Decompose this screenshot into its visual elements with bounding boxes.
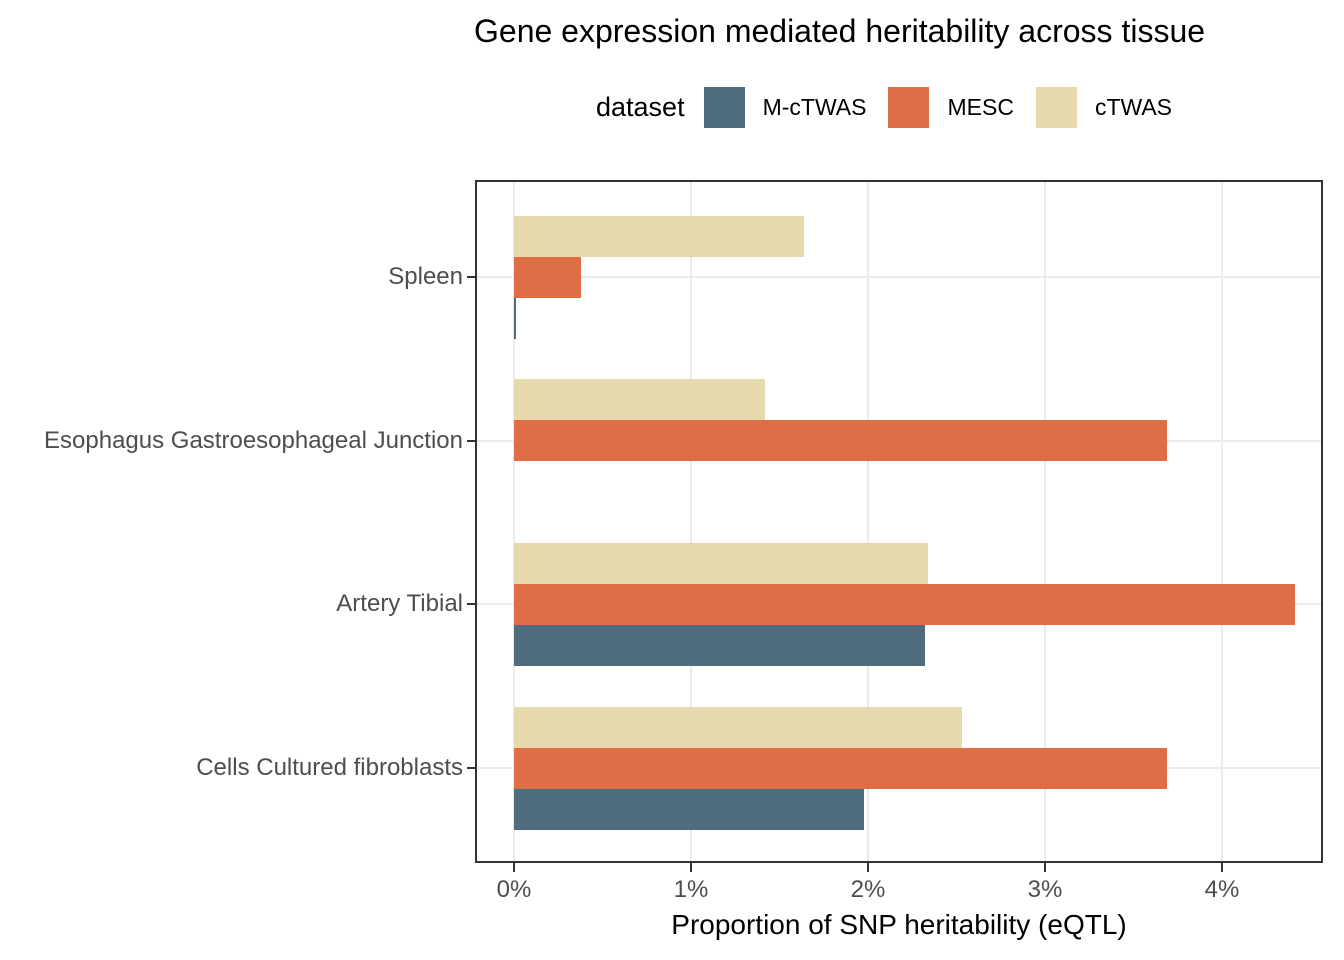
legend-item: MESC (888, 86, 1014, 128)
y-tick-label: Esophagus Gastroesophageal Junction (44, 426, 463, 454)
x-tick-mark (513, 863, 515, 872)
legend-item: M-cTWAS (703, 86, 867, 128)
gridline-vertical (1221, 180, 1223, 863)
x-tick-mark (1221, 863, 1223, 872)
legend-title: dataset (596, 91, 685, 122)
chart-title: Gene expression mediated heritability ac… (474, 13, 1206, 49)
x-tick-mark (690, 863, 692, 872)
gridline-vertical (690, 180, 692, 863)
x-tick-label: 3% (1027, 876, 1063, 903)
bar-mesc-spleen (514, 256, 582, 298)
y-tick-mark (467, 603, 476, 606)
x-tick-mark (1044, 863, 1046, 872)
bar-ctwas-spleen (514, 215, 805, 257)
legend-label-ctwas: cTWAS (1094, 93, 1173, 120)
x-tick-label: 0% (496, 876, 532, 903)
gridline-horizontal (475, 276, 1323, 278)
legend: dataset M-cTWAS MESC cTWAS (596, 86, 1172, 128)
gridline-vertical (513, 180, 515, 863)
bar-m-ctwas-artery-tibial (514, 624, 925, 666)
gridline-vertical (1044, 180, 1046, 863)
bar-mesc-artery-tibial (514, 583, 1295, 625)
bar-ctwas-artery-tibial (514, 542, 929, 584)
x-tick-label: 1% (673, 876, 709, 903)
bar-m-ctwas-spleen (514, 297, 516, 339)
bar-ctwas-esophagus-gastroesophageal-junction (514, 379, 766, 421)
y-tick-mark (467, 767, 476, 769)
x-tick-mark (867, 863, 869, 872)
bar-m-ctwas-cells-cultured-fibroblasts (514, 788, 865, 830)
gridline-vertical (867, 180, 869, 863)
x-tick-label: 2% (850, 876, 886, 903)
plot-panel (475, 180, 1323, 863)
legend-swatch-mesc (888, 86, 930, 128)
x-axis-title: Proportion of SNP heritability (eQTL) (671, 909, 1127, 940)
y-tick-label: Spleen (388, 263, 463, 290)
y-tick-mark (467, 439, 476, 442)
bar-mesc-esophagus-gastroesophageal-junction (514, 420, 1168, 462)
y-tick-label: Artery Tibial (336, 590, 463, 618)
bar-ctwas-cells-cultured-fibroblasts (514, 706, 962, 748)
bar-mesc-cells-cultured-fibroblasts (514, 747, 1168, 789)
legend-item: cTWAS (1035, 86, 1173, 128)
legend-swatch-m-ctwas (703, 86, 745, 128)
y-tick-label: Cells Cultured fibroblasts (196, 754, 463, 781)
legend-items: M-cTWAS MESC cTWAS (703, 86, 1173, 128)
x-tick-label: 4% (1204, 876, 1240, 903)
y-tick-mark (467, 276, 476, 278)
legend-label-mesc: MESC (947, 93, 1014, 120)
legend-label-m-ctwas: M-cTWAS (762, 93, 867, 120)
legend-swatch-ctwas (1035, 86, 1077, 128)
